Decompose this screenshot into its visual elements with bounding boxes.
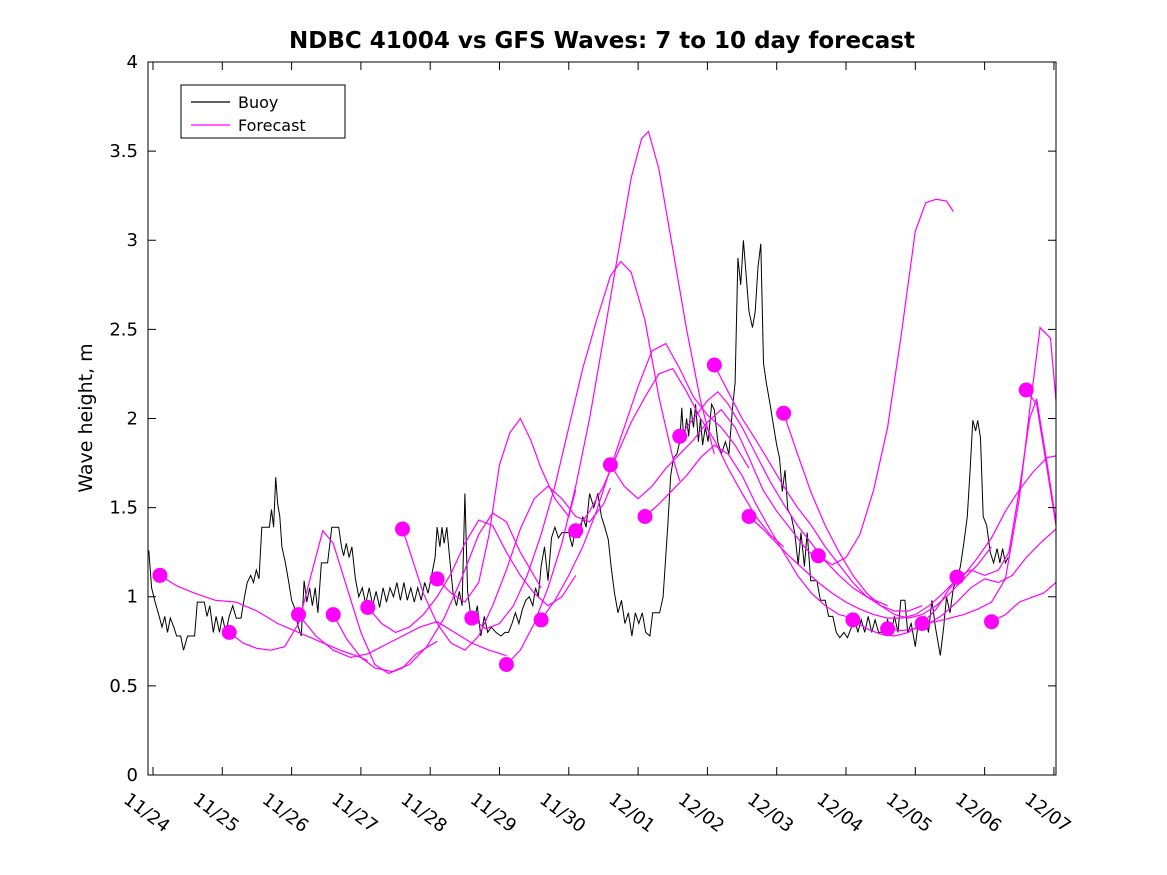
y-tick-label: 3: [127, 230, 138, 251]
forecast-start-marker-12: [637, 509, 653, 524]
forecast-start-marker-5: [395, 521, 410, 537]
forecast-run-line-15: [748, 516, 958, 619]
forecast-run-line-19: [887, 528, 1056, 632]
forecast-run-line-3: [332, 512, 542, 673]
forecast-start-marker-9: [533, 612, 549, 628]
forecast-run-line-22: [991, 582, 1056, 623]
forecast-run-line-17: [817, 198, 954, 566]
forecast-start-marker-1: [221, 624, 237, 640]
forecast-start-marker-3: [325, 607, 341, 623]
forecast-start-marker-8: [498, 657, 514, 672]
buoy-series-line: [148, 240, 1009, 656]
forecast-start-marker-6: [429, 571, 445, 587]
forecast-run-line-14: [713, 364, 923, 612]
forecast-run-line-4: [367, 519, 577, 634]
forecast-start-marker-15: [741, 509, 757, 524]
y-axis-label: Wave height, m: [75, 343, 97, 492]
forecast-start-marker-11: [602, 457, 618, 473]
forecast-start-marker-19: [880, 621, 896, 637]
legend: Buoy Forecast: [180, 84, 346, 139]
forecast-run-line-16: [783, 413, 992, 619]
y-tick-label: 4: [127, 52, 138, 73]
y-tick-label: 3.5: [109, 141, 138, 162]
legend-box: [180, 84, 346, 139]
forecast-run-line-6: [436, 417, 577, 603]
forecast-start-marker-10: [568, 523, 584, 539]
forecast-start-marker-23: [1018, 382, 1034, 398]
forecast-start-marker-13: [672, 428, 688, 444]
forecast-run-line-7: [471, 260, 681, 630]
forecast-start-marker-16: [776, 405, 792, 421]
forecast-run-line-5: [401, 485, 611, 651]
legend-forecast-label: Forecast: [238, 116, 306, 135]
chart-title: NDBC 41004 vs GFS Waves: 7 to 10 day for…: [289, 28, 915, 54]
forecast-run-line-13: [679, 390, 888, 607]
forecast-start-marker-7: [464, 610, 480, 626]
legend-buoy-label: Buoy: [238, 93, 278, 112]
forecast-run-line-11: [609, 408, 819, 562]
forecast-start-marker-4: [360, 599, 376, 615]
forecast-start-marker-22: [984, 614, 999, 630]
y-tick-label: 1.5: [109, 498, 138, 519]
forecast-start-marker-0: [152, 567, 168, 583]
forecast-start-marker-20: [914, 616, 930, 631]
forecast-start-marker-17: [810, 548, 826, 564]
plot-area: [148, 130, 1056, 675]
y-tick-label: 2: [127, 408, 138, 429]
y-tick-label: 0.5: [109, 676, 138, 697]
forecast-start-marker-18: [845, 612, 861, 628]
forecast-run-line-0: [159, 574, 369, 662]
y-tick-label: 0: [127, 765, 138, 786]
forecast-run-line-9: [540, 342, 750, 621]
forecast-start-marker-14: [706, 357, 722, 373]
forecast-start-marker-21: [949, 569, 965, 585]
y-tick-label: 1: [127, 587, 138, 608]
forecast-run-line-23: [1025, 389, 1056, 526]
forecast-run-line-8: [505, 130, 715, 665]
forecast-start-marker-2: [291, 607, 306, 623]
forecast-run-line-21: [956, 398, 1056, 578]
forecast-run-line-12: [644, 444, 854, 619]
y-tick-label: 2.5: [109, 319, 138, 340]
forecast-run-line-20: [922, 326, 1056, 625]
